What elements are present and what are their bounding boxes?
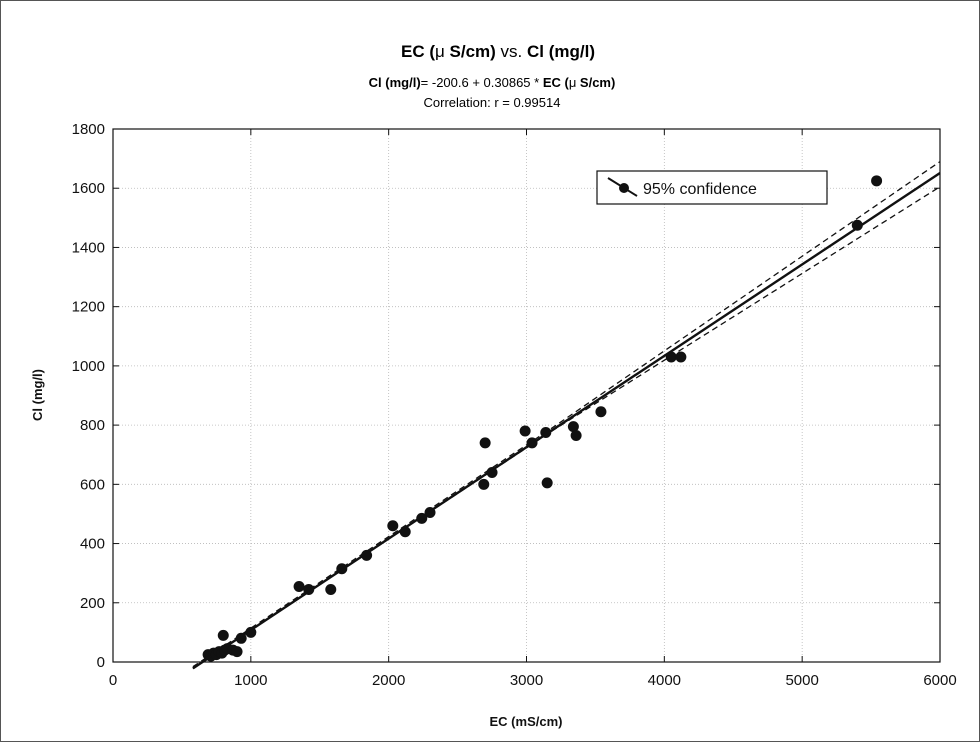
regression-equation: Cl (mg/l)= -200.6 + 0.30865 * EC (μ S/cm…	[369, 75, 616, 90]
data-point	[336, 563, 348, 575]
y-tick-label: 1600	[72, 180, 105, 197]
correlation-text: Correlation: r = 0.99514	[424, 95, 561, 110]
data-point	[303, 583, 315, 595]
y-tick-label: 600	[80, 476, 105, 493]
y-tick-label: 400	[80, 536, 105, 553]
x-tick-label: 2000	[372, 672, 405, 689]
y-tick-label: 1800	[72, 121, 105, 138]
y-axis-label: Cl (mg/l)	[30, 369, 45, 421]
y-axis-ticks: 0 200 400 600 800 1000 1200 1400 1600 1800	[72, 121, 940, 671]
y-tick-label: 200	[80, 595, 105, 612]
data-point	[540, 427, 552, 439]
x-tick-label: 0	[109, 672, 117, 689]
legend-box	[596, 170, 828, 205]
data-point	[479, 437, 491, 449]
fit-line	[192, 172, 941, 670]
data-point	[519, 425, 531, 437]
data-point	[478, 478, 490, 490]
data-point	[387, 520, 399, 532]
data-point	[665, 351, 677, 363]
data-point	[416, 512, 428, 524]
data-point	[871, 175, 883, 187]
data-point	[245, 626, 257, 638]
data-point	[217, 629, 229, 641]
x-tick-label: 3000	[510, 672, 543, 689]
x-tick-label: 6000	[923, 672, 956, 689]
data-point	[567, 421, 579, 433]
data-point	[399, 526, 411, 538]
y-tick-label: 1200	[72, 299, 105, 316]
data-point	[361, 549, 373, 561]
data-point	[424, 506, 436, 518]
data-point	[526, 437, 538, 449]
regression-line	[192, 172, 941, 670]
chart-title: EC (μ S/cm) vs. Cl (mg/l)	[401, 42, 595, 61]
legend: 95% confidence	[596, 170, 828, 205]
data-point	[851, 219, 863, 231]
data-point	[595, 406, 607, 418]
grid-lines	[112, 128, 941, 663]
data-point	[486, 466, 498, 478]
legend-marker	[619, 183, 629, 193]
x-tick-label: 5000	[785, 672, 818, 689]
y-tick-label: 800	[80, 417, 105, 434]
y-tick-label: 1400	[72, 239, 105, 256]
data-point	[235, 632, 247, 644]
y-tick-label: 1000	[72, 358, 105, 375]
x-axis-label: EC (mS/cm)	[490, 714, 563, 729]
data-point	[570, 429, 582, 441]
x-tick-label: 4000	[648, 672, 681, 689]
data-point	[293, 580, 305, 592]
legend-label: 95% confidence	[643, 181, 757, 198]
confidence-lower-line	[192, 186, 941, 670]
data-point	[325, 583, 337, 595]
x-tick-label: 1000	[234, 672, 267, 689]
data-point	[231, 646, 243, 658]
data-points	[202, 175, 883, 662]
x-axis-ticks: 0 1000 2000 3000 4000 5000 6000	[109, 129, 957, 689]
y-tick-label: 0	[97, 654, 105, 671]
data-point	[675, 351, 687, 363]
data-point	[541, 477, 553, 489]
